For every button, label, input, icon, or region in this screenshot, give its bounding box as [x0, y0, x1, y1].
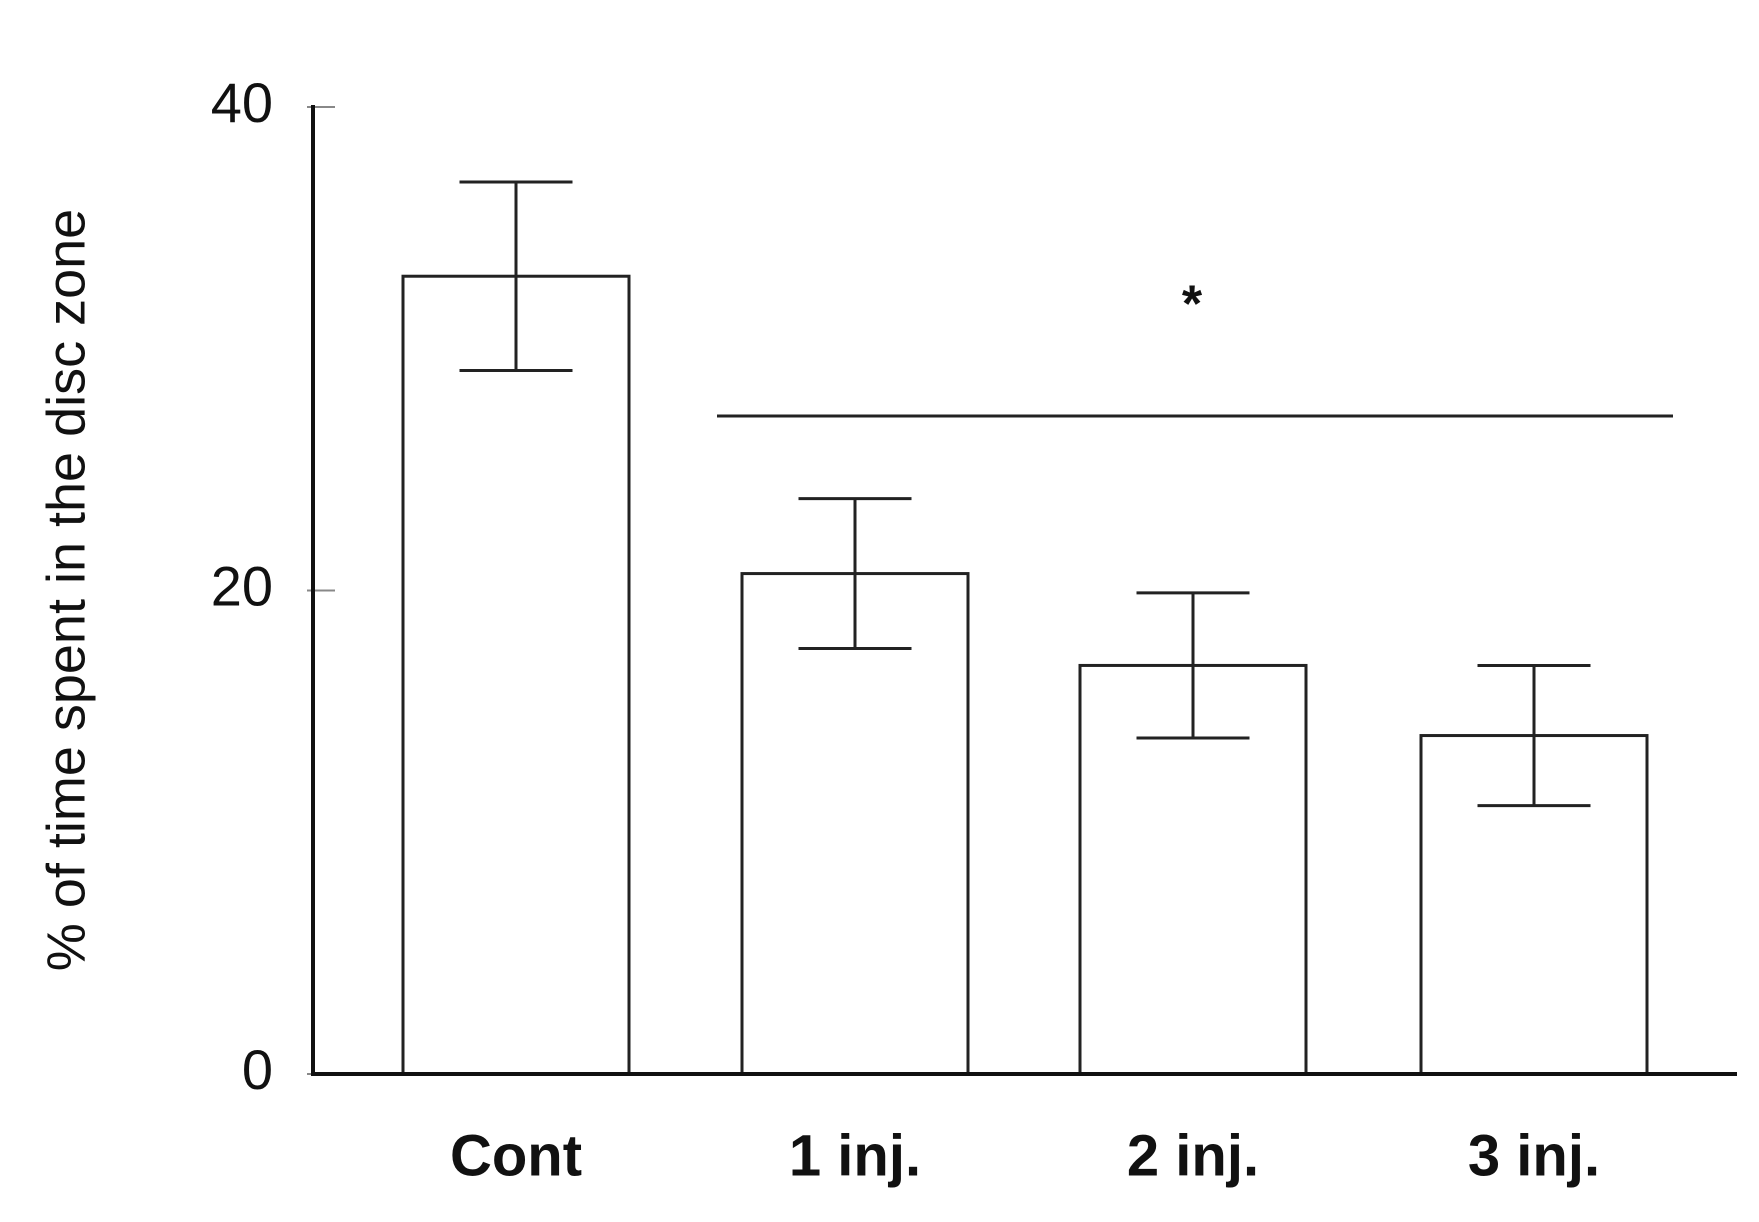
significance-marker: * [1182, 276, 1203, 334]
x-tick-label: Cont [450, 1123, 582, 1188]
x-tick-label: 1 inj. [789, 1123, 921, 1188]
x-tick-label: 2 inj. [1127, 1123, 1259, 1188]
bar [401, 274, 631, 1076]
y-tick-label: 0 [242, 1038, 273, 1101]
y-tick-label: 40 [211, 71, 273, 134]
x-tick-label: 3 inj. [1468, 1123, 1600, 1188]
y-tick-label: 20 [211, 554, 273, 617]
y-axis-label: % of time spent in the disc zone [36, 209, 96, 971]
